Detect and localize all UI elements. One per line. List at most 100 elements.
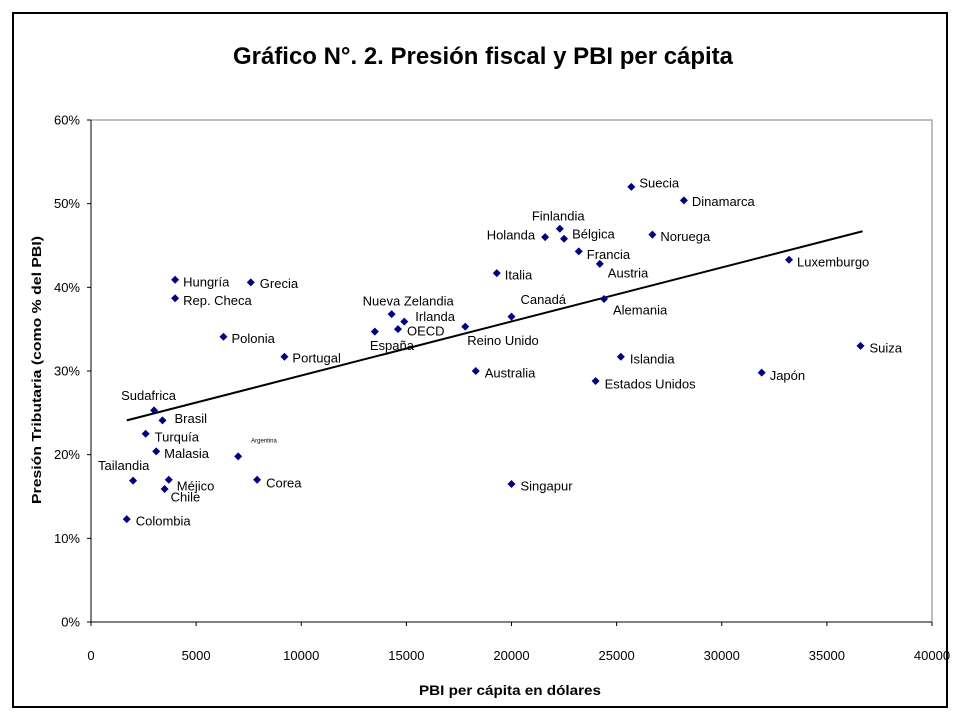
data-point-argentina bbox=[234, 452, 243, 461]
point-label-grecia: Grecia bbox=[260, 276, 299, 291]
data-point-irlanda bbox=[400, 317, 409, 326]
data-point-oecd bbox=[393, 325, 402, 334]
data-point-holanda bbox=[541, 233, 550, 242]
point-label-singapur: Singapur bbox=[521, 479, 574, 494]
y-tick-label: 50% bbox=[54, 196, 80, 211]
x-axis-ticks: 0 5000 10000 15000 20000 25000 30000 35000 40000 bbox=[87, 622, 950, 663]
point-label-holanda: Holanda bbox=[487, 228, 536, 243]
point-label-finlandia: Finlandia bbox=[532, 208, 586, 223]
point-label-estados-unidos: Estados Unidos bbox=[605, 377, 697, 392]
data-point-italia bbox=[492, 269, 501, 278]
point-label-portugal: Portugal bbox=[292, 350, 341, 365]
point-label-malasia: Malasia bbox=[164, 446, 210, 461]
data-point-hungria bbox=[171, 275, 180, 284]
x-tick-label: 30000 bbox=[704, 648, 740, 663]
point-label-oecd: OECD bbox=[407, 324, 445, 339]
data-point-suiza bbox=[856, 341, 865, 350]
data-point-rep-checa bbox=[171, 294, 180, 303]
point-label-luxemburgo: Luxemburgo bbox=[797, 254, 869, 269]
point-label-reino-unido: Reino Unido bbox=[467, 333, 539, 348]
x-tick-label: 0 bbox=[87, 648, 94, 663]
data-point-espana bbox=[370, 327, 379, 336]
point-label-argentina: Argentina bbox=[251, 438, 277, 444]
point-label-noruega: Noruega bbox=[660, 229, 711, 244]
data-point-corea bbox=[253, 475, 262, 484]
y-tick-label: 0% bbox=[61, 615, 80, 630]
point-label-corea: Corea bbox=[266, 475, 302, 490]
point-labels: Suecia Dinamarca Finlandia Holanda Bélgica No… bbox=[98, 175, 903, 528]
point-label-polonia: Polonia bbox=[231, 331, 275, 346]
point-label-francia: Francia bbox=[587, 247, 631, 262]
data-point-belgica bbox=[560, 234, 569, 243]
data-point-brasil bbox=[158, 416, 167, 425]
data-point-japon bbox=[757, 368, 766, 377]
point-label-australia: Australia bbox=[485, 366, 536, 381]
data-point-dinamarca bbox=[679, 196, 688, 205]
point-label-belgica: Bélgica bbox=[572, 226, 615, 241]
x-tick-label: 5000 bbox=[182, 648, 211, 663]
point-label-irlanda: Irlanda bbox=[415, 309, 456, 324]
point-label-suecia: Suecia bbox=[639, 175, 680, 190]
y-axis-title: Presión Tributaria (como % del PBI) bbox=[29, 236, 44, 504]
plot-area bbox=[90, 119, 933, 623]
point-label-sudafrica: Sudafrica bbox=[121, 388, 177, 403]
chart-title: Gráfico N°. 2. Presión fiscal y PBI per … bbox=[233, 43, 734, 70]
data-points bbox=[122, 182, 865, 524]
x-tick-label: 15000 bbox=[388, 648, 424, 663]
data-point-mejico bbox=[164, 475, 173, 484]
data-point-austria bbox=[595, 259, 604, 268]
point-label-canada: Canadá bbox=[521, 292, 567, 307]
point-label-mejico: Méjico bbox=[177, 478, 215, 493]
data-point-polonia bbox=[219, 332, 228, 341]
point-label-chile: Chile bbox=[171, 490, 201, 505]
data-point-malasia bbox=[152, 447, 161, 456]
point-label-espana: España bbox=[370, 338, 415, 353]
x-tick-label: 25000 bbox=[599, 648, 635, 663]
y-tick-label: 10% bbox=[54, 531, 80, 546]
data-point-alemania bbox=[600, 295, 609, 304]
point-label-turquia: Turquía bbox=[155, 429, 200, 444]
data-point-chile bbox=[160, 484, 169, 493]
trendline bbox=[126, 230, 863, 422]
x-tick-label: 40000 bbox=[914, 648, 950, 663]
data-point-suecia bbox=[627, 182, 636, 191]
point-label-suiza: Suiza bbox=[870, 340, 903, 355]
point-label-tailandia: Tailandia bbox=[98, 458, 150, 473]
data-point-reino-unido bbox=[461, 322, 470, 331]
point-label-brasil: Brasil bbox=[174, 411, 207, 426]
point-label-hungria: Hungría bbox=[183, 274, 230, 289]
y-tick-label: 60% bbox=[54, 113, 80, 128]
x-tick-label: 35000 bbox=[809, 648, 845, 663]
y-tick-label: 20% bbox=[54, 447, 80, 462]
trendline-group bbox=[126, 230, 863, 422]
data-point-finlandia bbox=[555, 224, 564, 233]
data-point-francia bbox=[574, 247, 583, 256]
x-tick-label: 10000 bbox=[283, 648, 319, 663]
y-tick-label: 40% bbox=[54, 280, 80, 295]
data-point-sudafrica bbox=[150, 406, 159, 415]
point-label-nueva-zelandia: Nueva Zelandia bbox=[363, 294, 455, 309]
point-label-japon: Japón bbox=[770, 368, 805, 383]
y-tick-label: 30% bbox=[54, 364, 80, 379]
data-point-singapur bbox=[507, 479, 516, 488]
data-point-noruega bbox=[648, 230, 657, 239]
data-point-portugal bbox=[280, 352, 289, 361]
point-label-colombia: Colombia bbox=[136, 514, 192, 529]
point-label-italia: Italia bbox=[505, 268, 533, 283]
data-point-australia bbox=[471, 367, 480, 375]
data-point-tailandia bbox=[129, 476, 138, 485]
y-axis-ticks: 0% 10% 20% 30% 40% 50% 60% bbox=[54, 113, 91, 630]
data-point-canada bbox=[507, 312, 516, 321]
point-label-alemania: Alemania bbox=[613, 303, 668, 318]
point-label-islandia: Islandia bbox=[630, 351, 676, 366]
data-point-colombia bbox=[122, 515, 131, 524]
x-axis-title: PBI per cápita en dólares bbox=[419, 682, 601, 698]
point-label-austria: Austria bbox=[608, 265, 649, 280]
data-point-islandia bbox=[616, 352, 625, 361]
point-label-rep-checa: Rep. Checa bbox=[183, 293, 252, 308]
data-point-grecia bbox=[246, 278, 255, 287]
data-point-luxemburgo bbox=[785, 255, 794, 264]
x-tick-label: 20000 bbox=[493, 648, 529, 663]
point-label-dinamarca: Dinamarca bbox=[692, 194, 756, 209]
